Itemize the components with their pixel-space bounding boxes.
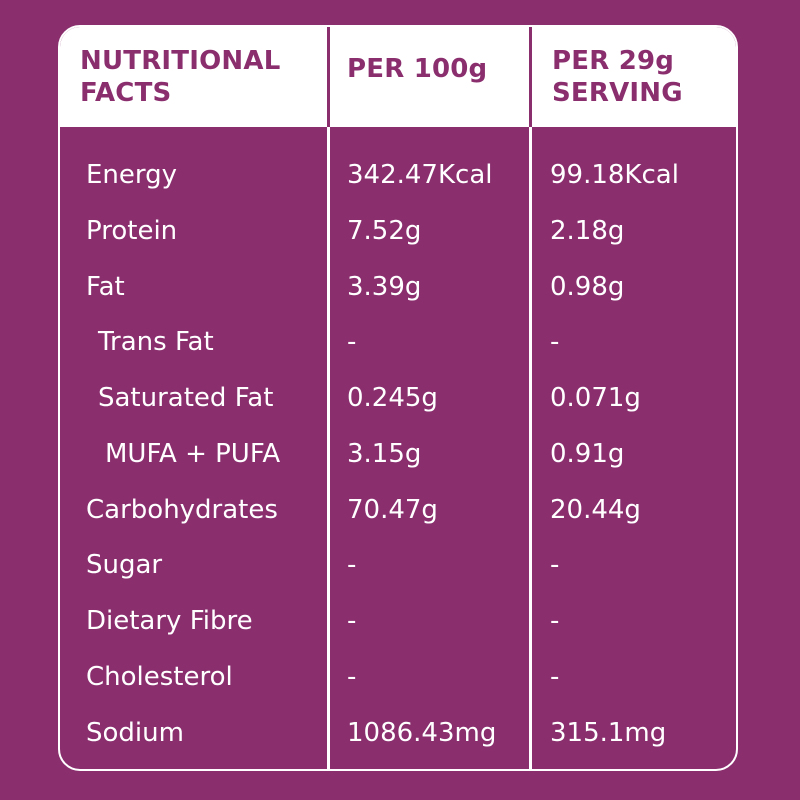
table-row: Protein 7.52g 2.18g — [60, 203, 736, 259]
table-row: Sodium 1086.43mg 315.1mg — [60, 705, 736, 761]
table-row: Sugar - - — [60, 537, 736, 593]
value-per-100g: - — [347, 662, 357, 692]
value-per-serving: - — [550, 327, 560, 357]
nutrient-label: Sugar — [86, 550, 163, 580]
header-column-divider — [529, 27, 532, 127]
value-per-100g: - — [347, 327, 357, 357]
table-row: Dietary Fibre - - — [60, 593, 736, 649]
nutrient-label: MUFA + PUFA — [105, 439, 281, 469]
nutrient-label: Energy — [86, 160, 178, 190]
header-per-100g: PER 100g — [347, 54, 488, 84]
nutrient-label: Saturated Fat — [98, 383, 274, 413]
nutrient-label: Sodium — [86, 718, 184, 748]
nutrient-label: Trans Fat — [98, 327, 214, 357]
value-per-serving: 0.91g — [550, 439, 625, 469]
table-row: Cholesterol - - — [60, 649, 736, 705]
value-per-serving: - — [550, 606, 560, 636]
value-per-serving: 2.18g — [550, 216, 625, 246]
nutrient-label: Carbohydrates — [86, 495, 278, 525]
value-per-serving: 99.18Kcal — [550, 160, 679, 190]
header-nutritional-facts: NUTRITIONAL FACTS — [80, 46, 281, 108]
value-per-serving: 0.071g — [550, 383, 641, 413]
nutrition-table: NUTRITIONAL FACTS PER 100g PER 29g SERVI… — [58, 25, 738, 771]
value-per-100g: 70.47g — [347, 495, 438, 525]
value-per-serving: - — [550, 550, 560, 580]
table-row: MUFA + PUFA 3.15g 0.91g — [60, 426, 736, 482]
value-per-100g: - — [347, 606, 357, 636]
nutrient-label: Dietary Fibre — [86, 606, 253, 636]
value-per-100g: 3.39g — [347, 272, 422, 302]
nutrient-label: Fat — [86, 272, 125, 302]
header-column-divider — [327, 27, 330, 127]
value-per-serving: 0.98g — [550, 272, 625, 302]
table-row: Energy 342.47Kcal 99.18Kcal — [60, 147, 736, 203]
table-row: Carbohydrates 70.47g 20.44g — [60, 482, 736, 538]
nutrient-label: Cholesterol — [86, 662, 233, 692]
value-per-100g: - — [347, 550, 357, 580]
value-per-100g: 342.47Kcal — [347, 160, 493, 190]
value-per-100g: 1086.43mg — [347, 718, 497, 748]
value-per-serving: - — [550, 662, 560, 692]
value-per-100g: 3.15g — [347, 439, 422, 469]
table-row: Trans Fat - - — [60, 314, 736, 370]
value-per-100g: 0.245g — [347, 383, 438, 413]
nutrient-label: Protein — [86, 216, 178, 246]
table-row: Fat 3.39g 0.98g — [60, 259, 736, 315]
column-divider — [327, 27, 330, 769]
table-row: Saturated Fat 0.245g 0.071g — [60, 370, 736, 426]
header-per-serving: PER 29g SERVING — [552, 46, 683, 108]
value-per-100g: 7.52g — [347, 216, 422, 246]
column-divider — [529, 27, 532, 769]
table-header: NUTRITIONAL FACTS PER 100g PER 29g SERVI… — [60, 27, 736, 127]
value-per-serving: 315.1mg — [550, 718, 667, 748]
value-per-serving: 20.44g — [550, 495, 641, 525]
